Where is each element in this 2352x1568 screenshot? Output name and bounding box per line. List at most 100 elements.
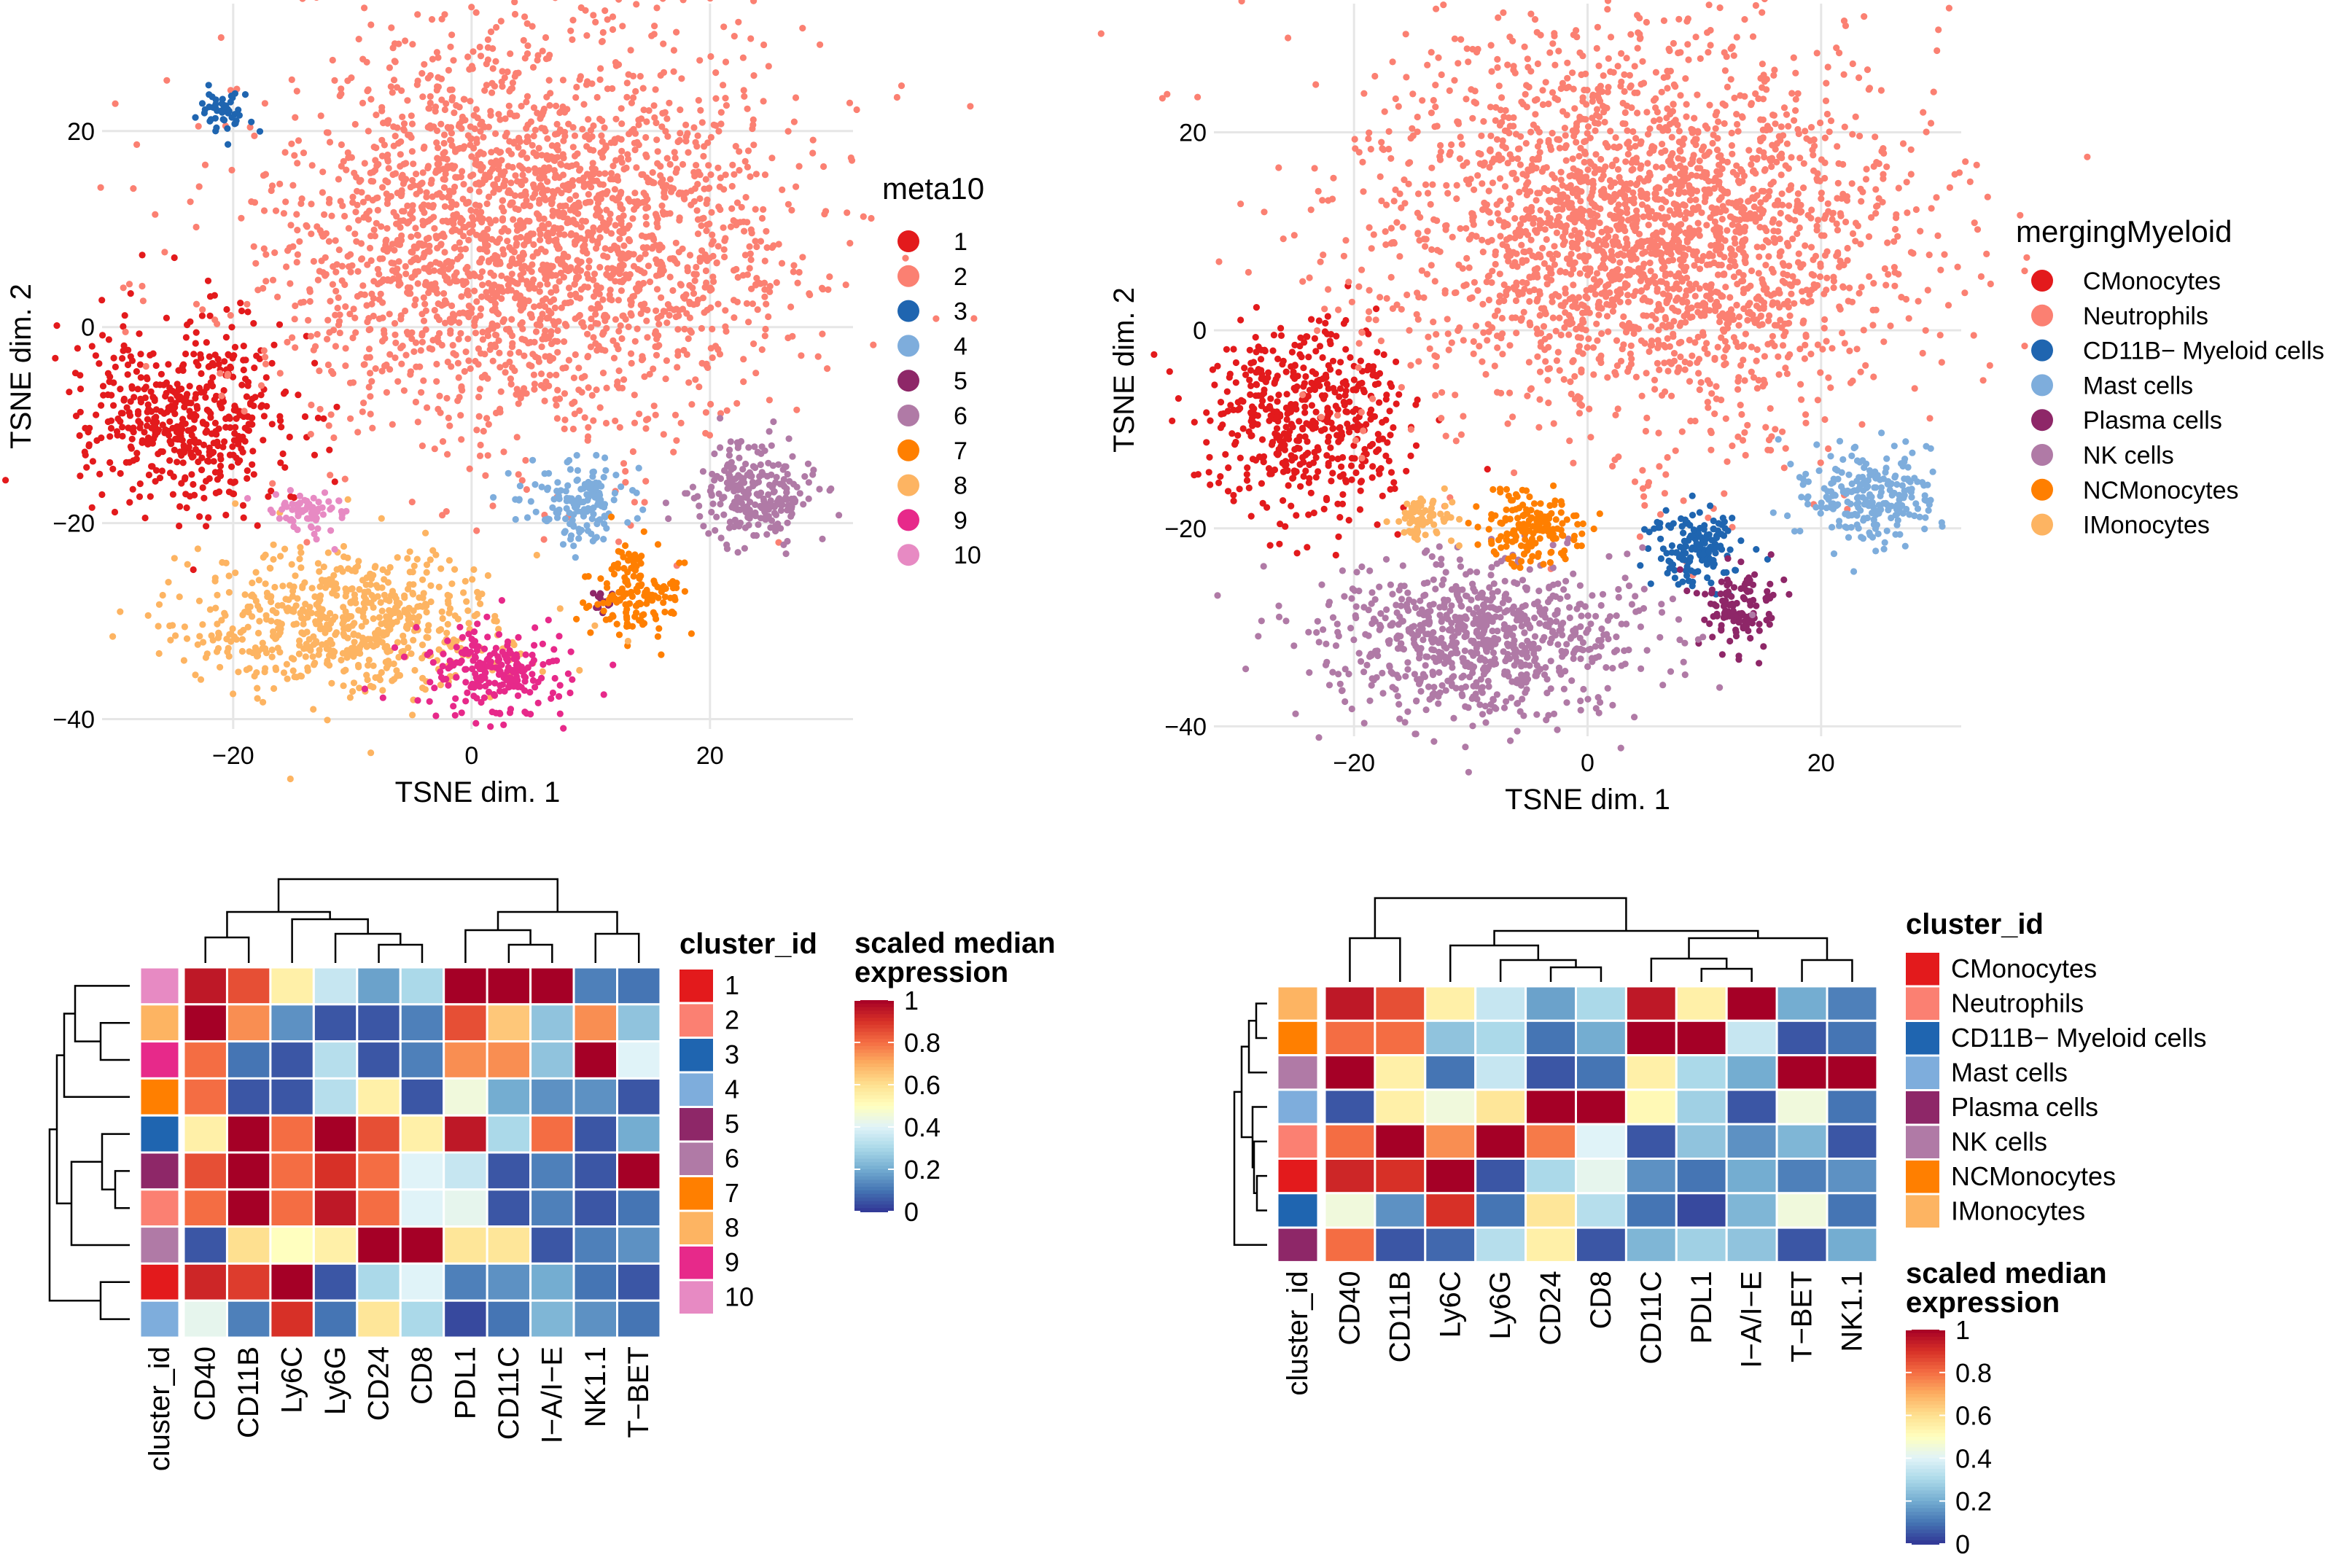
data-point xyxy=(389,267,397,274)
data-point xyxy=(408,249,415,256)
data-point xyxy=(663,357,671,364)
data-point xyxy=(564,670,572,677)
data-point xyxy=(728,466,735,473)
data-point xyxy=(215,425,222,432)
data-point xyxy=(100,391,107,399)
data-point xyxy=(736,506,744,513)
data-point xyxy=(836,512,843,519)
data-point xyxy=(338,508,345,515)
data-point xyxy=(299,508,306,515)
data-point xyxy=(165,404,172,411)
data-point xyxy=(418,70,426,77)
data-point xyxy=(544,135,551,142)
data-point xyxy=(739,272,747,279)
data-point xyxy=(471,638,479,645)
data-point xyxy=(221,438,228,445)
data-point xyxy=(682,121,690,128)
data-point xyxy=(374,206,381,214)
data-point xyxy=(704,257,711,265)
data-point xyxy=(308,401,315,409)
data-point xyxy=(618,136,625,143)
data-point xyxy=(571,410,578,418)
data-point xyxy=(612,196,620,204)
data-point xyxy=(596,208,604,215)
data-point xyxy=(475,413,483,420)
data-point xyxy=(270,341,278,348)
data-point xyxy=(421,143,428,151)
data-point xyxy=(604,265,612,272)
data-point xyxy=(269,480,276,487)
data-point xyxy=(527,498,534,505)
data-point xyxy=(726,474,733,482)
data-point xyxy=(437,75,445,82)
data-point xyxy=(741,93,748,100)
data-point xyxy=(538,125,545,132)
data-point xyxy=(122,328,129,335)
data-point xyxy=(388,260,395,267)
data-point xyxy=(393,618,400,625)
data-point xyxy=(414,11,421,18)
data-point xyxy=(1225,464,1232,472)
data-point xyxy=(433,127,441,134)
data-point xyxy=(717,500,724,508)
data-point xyxy=(447,136,454,144)
data-point xyxy=(308,230,315,238)
data-point xyxy=(471,322,478,329)
data-point xyxy=(588,324,595,331)
data-point xyxy=(225,572,233,580)
data-point xyxy=(796,490,803,497)
data-point xyxy=(624,637,632,645)
data-point xyxy=(245,609,252,616)
data-point xyxy=(450,57,457,64)
data-point xyxy=(650,402,658,410)
data-point xyxy=(1277,324,1285,332)
data-point xyxy=(431,684,438,692)
data-point xyxy=(472,9,480,16)
data-point xyxy=(384,120,392,127)
data-point xyxy=(745,521,752,529)
data-point xyxy=(432,712,440,719)
data-point xyxy=(198,467,206,474)
data-point xyxy=(814,353,822,360)
data-point xyxy=(552,238,559,245)
data-point xyxy=(378,607,386,615)
data-point xyxy=(452,695,459,702)
data-point xyxy=(330,572,338,579)
data-point xyxy=(761,332,768,340)
data-point xyxy=(419,576,427,583)
data-point xyxy=(262,278,270,285)
legend-label: 9 xyxy=(954,507,967,534)
data-point xyxy=(486,173,494,181)
data-point xyxy=(750,141,758,149)
data-point xyxy=(620,212,627,219)
data-point xyxy=(789,453,796,460)
data-point xyxy=(522,201,530,208)
data-point xyxy=(799,25,806,32)
data-point xyxy=(171,389,179,397)
data-point xyxy=(648,178,655,185)
data-point xyxy=(375,315,383,322)
data-point xyxy=(426,248,433,255)
data-point xyxy=(337,565,344,572)
data-point xyxy=(441,319,449,327)
data-point xyxy=(299,582,306,590)
data-point xyxy=(464,309,472,316)
data-point xyxy=(673,28,680,36)
data-point xyxy=(309,504,316,511)
y-tick-label: −20 xyxy=(52,510,95,538)
data-point xyxy=(697,106,704,114)
data-point xyxy=(241,91,249,98)
data-point xyxy=(416,363,424,370)
data-point xyxy=(599,370,607,377)
data-point xyxy=(308,585,316,592)
data-point xyxy=(1203,409,1210,416)
data-point xyxy=(643,244,650,251)
data-point xyxy=(444,620,451,628)
data-point xyxy=(1203,439,1210,446)
data-point xyxy=(445,600,452,607)
data-point xyxy=(211,577,219,585)
data-point xyxy=(408,650,415,658)
data-point xyxy=(389,241,396,248)
data-point xyxy=(378,367,386,375)
data-point xyxy=(459,633,467,641)
